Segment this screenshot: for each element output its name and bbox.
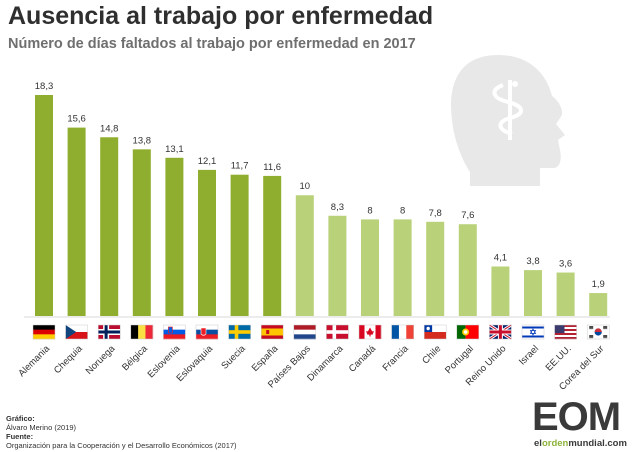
head-illustration-icon [451, 55, 565, 186]
flag-spain-icon [260, 324, 284, 340]
value-labels-group: 18,3 15,6 14,8 13,8 13,1 12,1 11,7 11,6 10 8,3 8 8 7… [35, 81, 605, 290]
flag-czechia-icon [65, 324, 88, 340]
category-labels-group: Alemania Chequia Noruega BélgicaEsloveniaEs… [16, 343, 606, 393]
category-label-eslovaquia: Eslovaquia [174, 343, 215, 384]
footer-grafico-label: Gráfico: [6, 414, 35, 423]
value-label-reino-unido: 4,1 [494, 252, 507, 263]
flag-slovakia-icon [195, 324, 219, 340]
value-label-eslovenia: 13,1 [165, 144, 184, 155]
category-label-alemania: Alemania [16, 343, 52, 379]
value-label-corea-del-sur: 1,9 [592, 279, 605, 290]
logo-url-mid: orden [541, 438, 569, 449]
flag-norway-icon [97, 324, 121, 340]
bar-eslovenia[interactable] [165, 157, 184, 316]
flag-france-icon [391, 324, 414, 340]
logo-text: EOM [532, 395, 621, 439]
bar-canada[interactable] [361, 219, 379, 316]
value-label-paises-bajos: 10 [300, 181, 311, 192]
value-label-chile: 7,8 [429, 208, 442, 219]
flag-germany-icon [32, 324, 56, 340]
flag-denmark-icon [326, 324, 349, 340]
category-label-ee-uu: EE.UU. [544, 343, 574, 373]
category-label-israel: Israel [517, 343, 541, 367]
category-label-canada: Canadá [347, 343, 379, 375]
bar-paises-bajos[interactable] [295, 195, 314, 316]
bar-alemania[interactable] [35, 95, 53, 316]
bar-suecia[interactable] [230, 174, 249, 316]
category-label-chequia: Chequia [52, 343, 85, 376]
logo-url-pre: el [534, 438, 542, 449]
bar-dinamarca[interactable] [328, 215, 347, 316]
bar-reino-unido[interactable] [491, 266, 510, 316]
value-label-chequia: 15,6 [67, 114, 86, 125]
value-label-portugal: 7,6 [461, 210, 474, 221]
footer-fuente-label: Fuente: [6, 432, 34, 441]
value-label-israel: 3,8 [526, 256, 539, 267]
category-label-francia: Francia [381, 343, 412, 374]
bar-chile[interactable] [426, 221, 445, 316]
flag-sweden-icon [228, 324, 251, 340]
flag-israel-icon [521, 324, 545, 340]
flag-slovenia-icon [163, 324, 186, 340]
flag-portugal-icon [456, 324, 480, 340]
footer-grafico-value: Álvaro Merino (2019) [6, 423, 77, 432]
value-label-espana: 11,6 [263, 162, 281, 173]
value-label-suecia: 11,7 [231, 161, 249, 172]
bar-espana[interactable] [263, 175, 282, 316]
bar-israel[interactable] [524, 270, 542, 316]
bar-chequia[interactable] [67, 127, 86, 316]
chart-subtitle: Número de días faltados al trabajo por e… [8, 36, 416, 52]
flag-chile-icon [423, 324, 447, 340]
bar-noruega[interactable] [100, 137, 119, 316]
category-label-chile: Chile [420, 343, 443, 366]
value-label-noruega: 14,8 [100, 123, 119, 134]
flag-south-korea-icon [586, 324, 610, 340]
flag-usa-icon [554, 324, 577, 340]
category-label-belgica: Bélgica [120, 343, 150, 373]
flag-united-kingdom-icon [488, 323, 513, 341]
bar-francia[interactable] [393, 219, 412, 316]
value-label-ee-uu: 3,6 [559, 259, 572, 270]
flags-group [32, 323, 610, 341]
value-label-eslovaquia: 12,1 [198, 156, 217, 167]
category-label-espana: España [250, 343, 281, 374]
bar-portugal[interactable] [458, 224, 477, 316]
value-label-canada: 8 [367, 205, 372, 216]
value-label-dinamarca: 8,3 [331, 202, 344, 213]
bar-corea-del-sur[interactable] [589, 293, 608, 316]
bar-belgica[interactable] [132, 149, 151, 316]
logo-url[interactable]: elordenmundial.com [534, 438, 627, 449]
category-label-dinamarca: Dinamarca [305, 343, 346, 384]
value-label-alemania: 18,3 [35, 81, 54, 92]
category-label-noruega: Noruega [84, 343, 118, 377]
bar-eslovaquia[interactable] [198, 169, 216, 316]
value-label-francia: 8 [400, 205, 405, 216]
logo-url-post: mundial.com [568, 438, 627, 449]
value-label-belgica: 13,8 [133, 135, 152, 146]
bar-ee-uu[interactable] [556, 272, 575, 316]
footer-fuente-value: Organización para la Cooperación y el De… [6, 441, 237, 450]
category-label-portugal: Portugal [443, 343, 476, 376]
flag-canada-icon [358, 324, 382, 340]
eom-logo[interactable]: EOM elordenmundial.com [532, 396, 636, 452]
flag-belgium-icon [130, 324, 154, 340]
flag-netherlands-icon [293, 324, 317, 340]
category-label-suecia: Suecia [219, 343, 248, 372]
chart-title: Ausencia al trabajo por enfermedad [8, 2, 434, 30]
bars-group [35, 95, 608, 316]
